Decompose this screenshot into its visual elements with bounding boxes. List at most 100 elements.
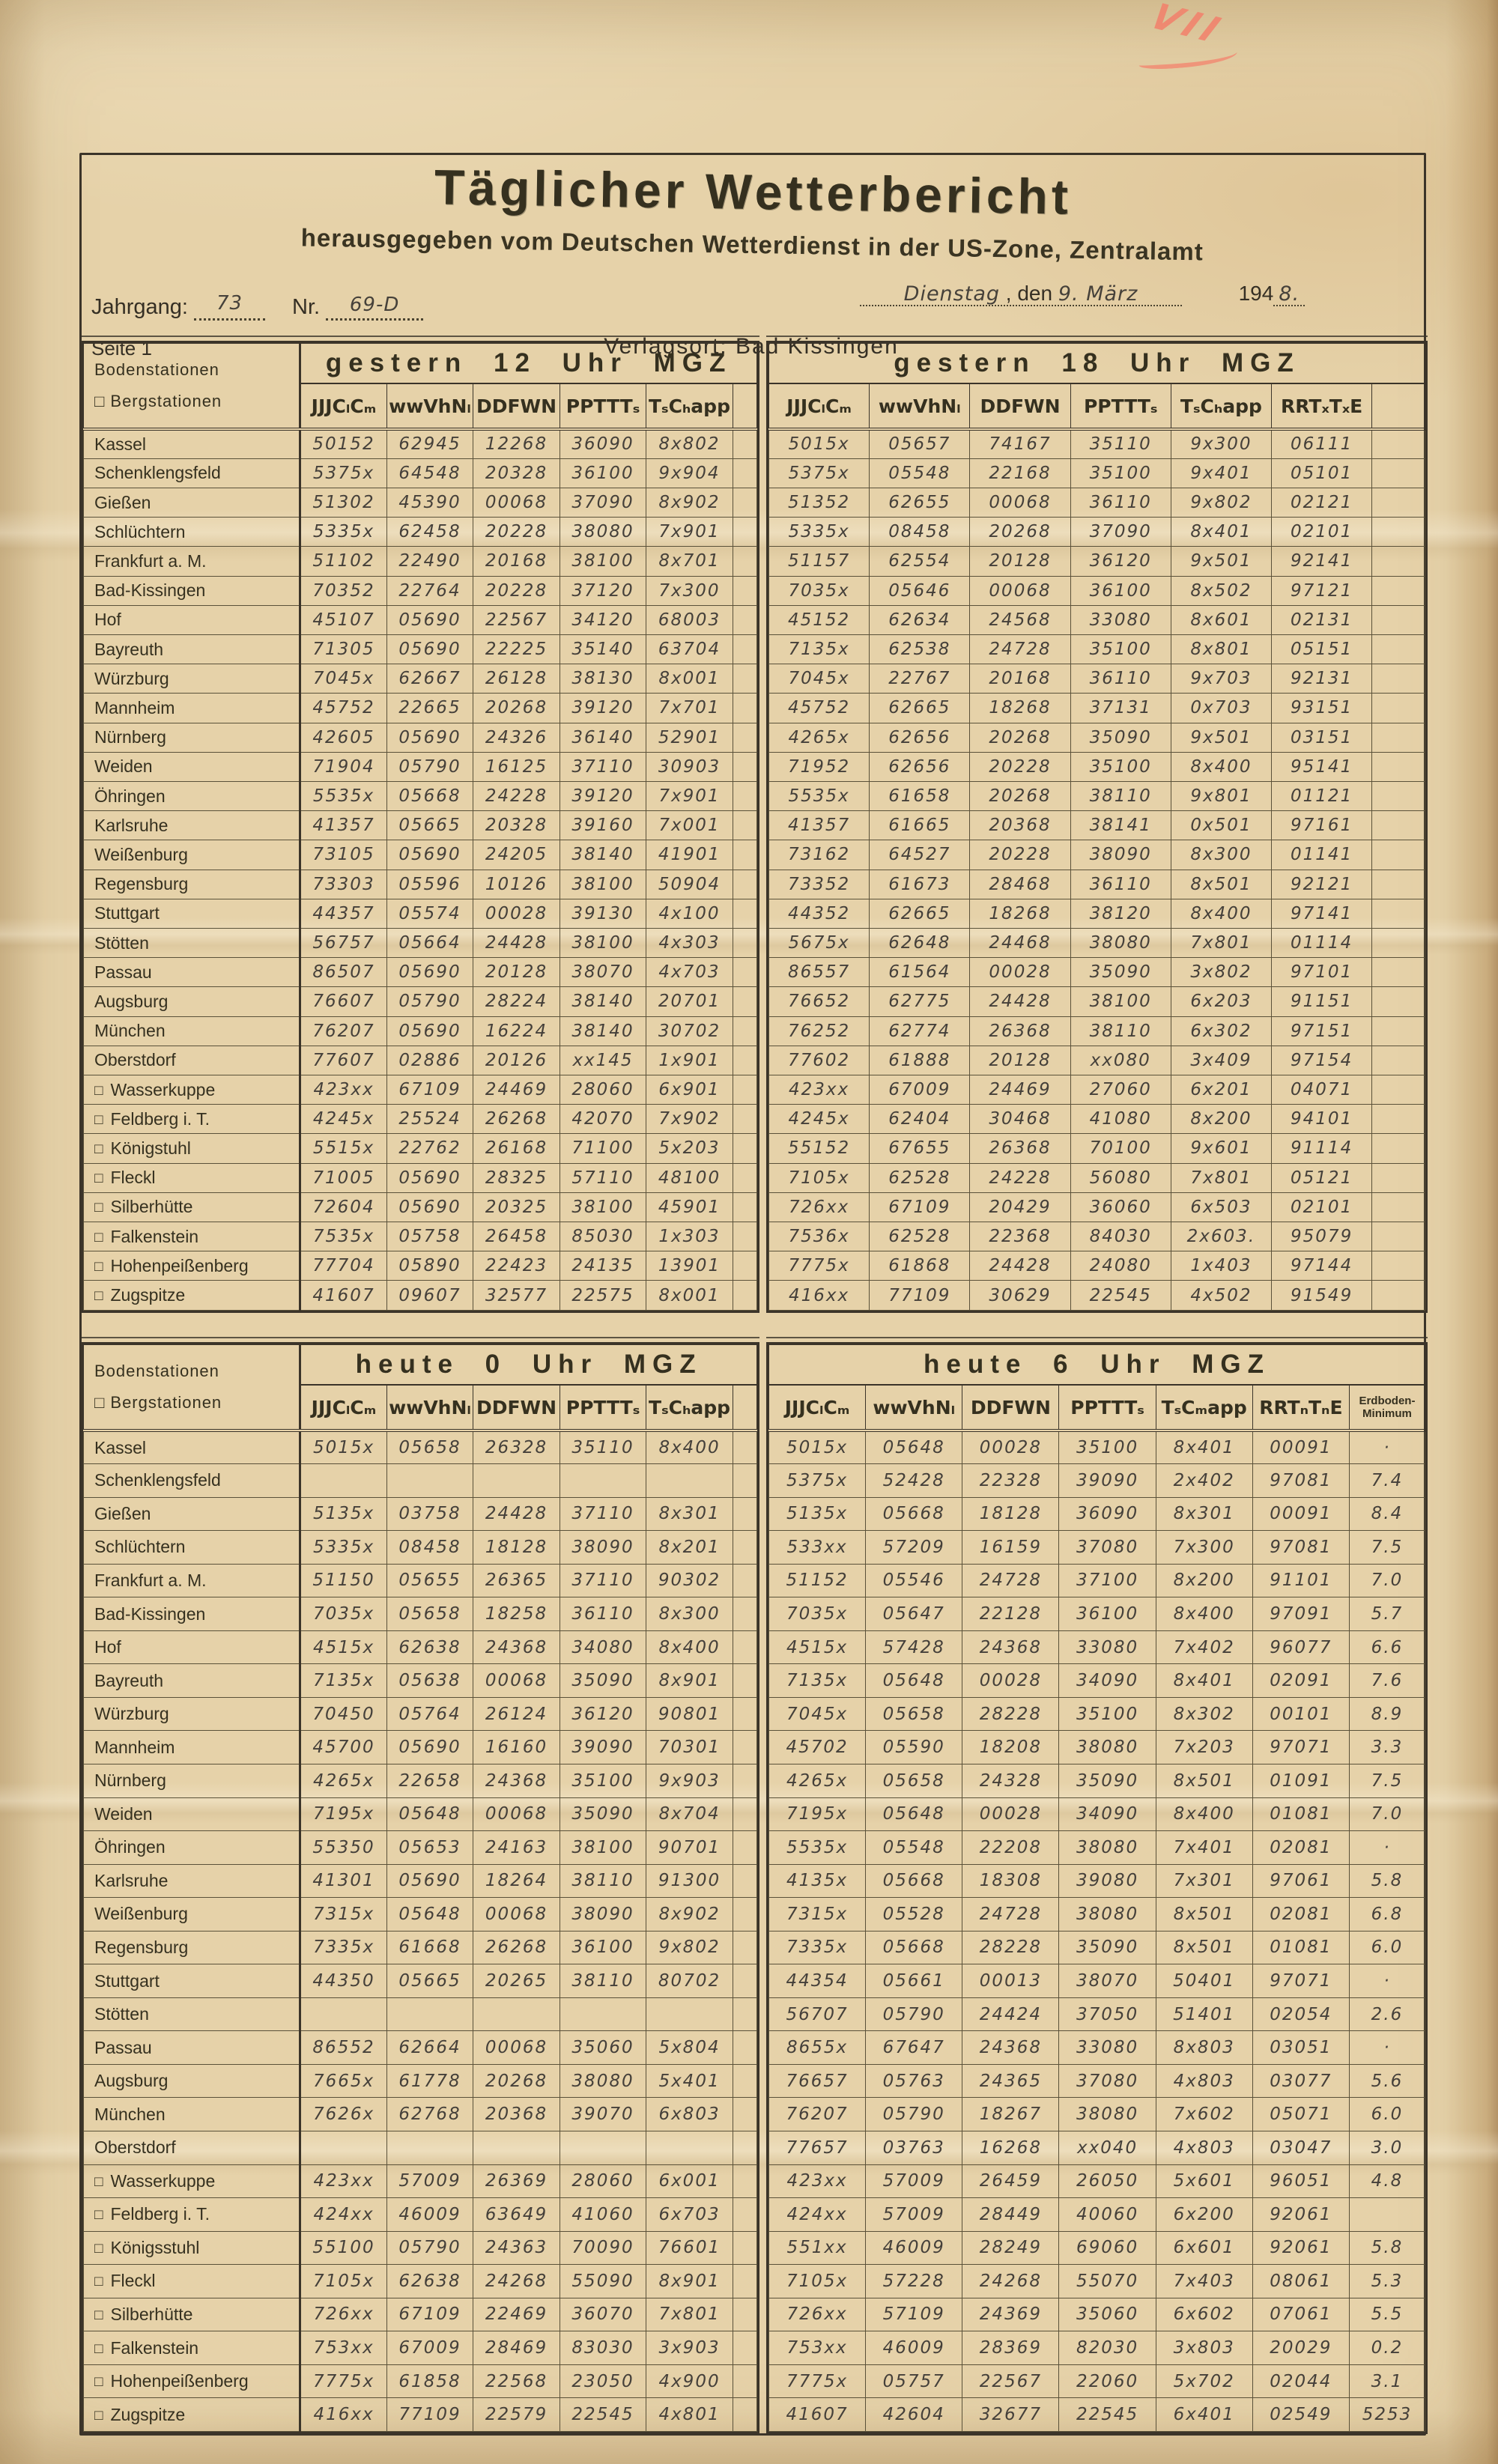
- table-row: 7105x 62528 24228 56080 7x801 05121: [768, 1162, 1425, 1193]
- station-name: Zugspitze: [110, 2404, 186, 2424]
- table-row: Bayreuth 71305 05690 22225 35140 63704: [82, 634, 758, 665]
- data-cell: 34090: [1058, 1797, 1156, 1832]
- station-label: □ Falkenstein: [82, 2331, 302, 2365]
- column-header: TₛCₕapp: [646, 383, 733, 431]
- data-cell: 20128: [969, 546, 1071, 577]
- data-cell: 92061: [1252, 2230, 1350, 2266]
- data-cell: 4265x: [768, 722, 870, 753]
- data-cell: 16268: [962, 2130, 1060, 2165]
- data-cell: 7x300: [646, 575, 733, 606]
- data-cell: 39090: [559, 1730, 647, 1764]
- data-cell: 35090: [1058, 1763, 1156, 1798]
- station-label: □ Feldberg i. T.: [82, 1104, 302, 1135]
- data-cell: 38130: [559, 664, 647, 694]
- table-row: Frankfurt a. M. 51102 22490 20168 38100 8x701: [82, 546, 758, 577]
- data-cell: 05665: [386, 810, 474, 841]
- data-cell: 45390: [386, 487, 474, 518]
- column-header: RRTₙTₙE: [1252, 1384, 1350, 1432]
- data-cell: 24328: [962, 1763, 1060, 1798]
- data-cell: 68003: [646, 604, 733, 635]
- table-row: Gießen 5135x 03758 24428 37110 8x301: [82, 1496, 758, 1532]
- data-cell: 39080: [1058, 1863, 1156, 1899]
- data-cell: 22767: [869, 664, 971, 694]
- data-cell: 5515x: [300, 1133, 387, 1164]
- table-row: Augsburg 7665x 61778 20268 38080 5x401: [82, 2063, 758, 2099]
- data-cell: 05790: [386, 2230, 474, 2266]
- station-label: Gießen: [82, 487, 302, 518]
- empty-cell: [732, 2397, 758, 2432]
- data-cell: 42605: [300, 722, 387, 753]
- data-cell: 10126: [473, 869, 560, 899]
- data-cell: 7.0: [1348, 1563, 1426, 1598]
- data-cell: 67009: [869, 1074, 971, 1105]
- data-cell: 9x801: [1170, 780, 1273, 812]
- data-cell: 9x501: [1170, 722, 1273, 753]
- data-cell: 7x001: [646, 810, 733, 841]
- data-cell: 39070: [559, 2097, 647, 2131]
- data-cell: 753xx: [300, 2331, 387, 2365]
- data-cell: 24163: [473, 1830, 560, 1865]
- empty-cell: [1371, 1162, 1425, 1193]
- station-name: Stötten: [94, 932, 149, 953]
- data-cell: 05690: [386, 1016, 474, 1046]
- table-row: Karlsruhe 41357 05665 20328 39160 7x001: [82, 810, 758, 841]
- data-cell: 22567: [962, 2364, 1060, 2399]
- data-cell: 97091: [1252, 1597, 1350, 1631]
- data-cell: 7.5: [1348, 1763, 1426, 1798]
- data-cell: 424xx: [300, 2197, 387, 2232]
- table-row: 56707 05790 24424 37050 51401 02054 2.6: [768, 1997, 1426, 2032]
- data-cell: 55350: [300, 1830, 387, 1865]
- empty-cell: [732, 1830, 758, 1865]
- empty-cell: [1371, 780, 1425, 812]
- data-cell: 28325: [473, 1162, 560, 1193]
- data-cell: 3.0: [1348, 2130, 1426, 2165]
- data-cell: 76207: [300, 1016, 387, 1046]
- table-row: Bad-Kissingen 70352 22764 20228 37120 7x300: [82, 575, 758, 606]
- data-cell: [300, 1997, 387, 2032]
- data-cell: 05690: [386, 1730, 474, 1764]
- data-cell: 7775x: [300, 2364, 387, 2399]
- data-cell: 9x904: [646, 458, 733, 488]
- data-cell: 82030: [1058, 2331, 1156, 2365]
- data-cell: 5375x: [300, 458, 387, 488]
- data-cell: 8x601: [1170, 604, 1273, 635]
- data-cell: 8x401: [1155, 1430, 1253, 1465]
- data-cell: 61778: [386, 2063, 474, 2099]
- column-header: wwVhNₗ: [386, 1384, 474, 1432]
- station-name: Stuttgart: [94, 903, 160, 923]
- data-cell: 33080: [1058, 2030, 1156, 2065]
- data-cell: 24326: [473, 722, 560, 753]
- data-cell: 03051: [1252, 2030, 1350, 2065]
- data-cell: 30629: [969, 1280, 1071, 1311]
- table-row: Gießen 51302 45390 00068 37090 8x902: [82, 487, 758, 518]
- data-cell: 36120: [559, 1696, 647, 1732]
- table-row: 55152 67655 26368 70100 9x601 91114: [768, 1133, 1425, 1164]
- data-cell: 3x409: [1170, 1045, 1273, 1075]
- berg-checkbox-icon: □: [94, 2307, 103, 2323]
- data-cell: 35110: [1070, 428, 1171, 459]
- data-cell: 52428: [865, 1463, 963, 1498]
- data-cell: 24728: [962, 1897, 1060, 1932]
- data-cell: 02886: [386, 1045, 474, 1075]
- berg-checkbox-icon: □: [94, 2374, 103, 2391]
- data-cell: 97141: [1271, 898, 1373, 929]
- data-cell: 3x903: [646, 2331, 733, 2365]
- data-cell: 35100: [1070, 751, 1171, 782]
- data-cell: 8x803: [1155, 2030, 1253, 2065]
- table-caption: gestern 18 Uhr MGZ: [768, 343, 1425, 384]
- data-cell: 57228: [865, 2264, 963, 2298]
- data-cell: ·: [1348, 1830, 1426, 1865]
- data-cell: 5015x: [768, 428, 870, 459]
- data-cell: 1x901: [646, 1045, 733, 1075]
- empty-cell: [732, 458, 758, 488]
- data-cell: 57009: [865, 2164, 963, 2199]
- data-cell: 35060: [1058, 2297, 1156, 2332]
- table-row: Oberstdorf: [82, 2130, 758, 2165]
- data-cell: 38080: [1058, 1730, 1156, 1764]
- data-cell: 423xx: [300, 2164, 387, 2199]
- data-cell: 9x703: [1170, 664, 1273, 694]
- empty-cell: [1371, 840, 1425, 870]
- berg-checkbox-icon: □: [94, 2274, 103, 2290]
- data-cell: 6x601: [1155, 2230, 1253, 2266]
- empty-cell: [732, 1221, 758, 1252]
